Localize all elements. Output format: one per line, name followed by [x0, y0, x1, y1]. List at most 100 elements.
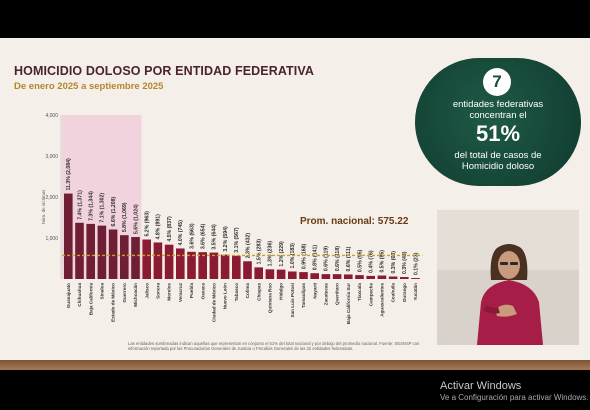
- bar-value-label: 4.8% (891): [156, 214, 162, 240]
- category-label: Tabasco: [234, 283, 239, 301]
- bar-value-label: 7.1% (1,302): [100, 193, 106, 223]
- category-label: Ciudad de México: [212, 283, 217, 322]
- badge-text-bottom: del total de casos de Homicidio doloso: [415, 150, 581, 172]
- category-label: Zacatecas: [324, 283, 329, 306]
- bar: [243, 261, 252, 279]
- bar-value-label: 0.6% (119): [324, 246, 330, 271]
- category-label: Morelos: [167, 283, 172, 301]
- bar-value-label: 3.1% (567): [234, 227, 240, 253]
- bar: [64, 193, 73, 279]
- bar-value-label: 7.4% (1,371): [77, 190, 83, 220]
- bar: [355, 275, 364, 279]
- bar-chart: 1,000 2,000 3,000 4,000 Núm. de víctimas 11.3…: [41, 113, 423, 324]
- bar: [276, 269, 286, 279]
- category-label: Chiapas: [256, 283, 261, 301]
- category-label: Nayarit: [312, 283, 317, 299]
- bar-value-label: 0.5% (95): [357, 249, 363, 272]
- category-label: Veracruz: [178, 282, 183, 302]
- category-label: Oaxaca: [200, 283, 205, 300]
- bar: [198, 252, 207, 279]
- badge-line: Homicidio doloso: [461, 161, 535, 172]
- category-label: Guanajuato: [66, 283, 71, 308]
- bar-value-label: 0.6% (111): [346, 246, 352, 271]
- bar: [108, 229, 118, 279]
- interpreter-figure: [437, 210, 579, 345]
- bar: [388, 276, 398, 279]
- bar: [220, 254, 230, 279]
- bar-value-label: 1.2% (229): [279, 241, 285, 267]
- bar: [187, 251, 196, 279]
- category-label: Michoacán: [133, 283, 138, 307]
- bar: [131, 237, 140, 279]
- badge-line: concentran el: [469, 110, 527, 121]
- bar-value-label: 7.3% (1,344): [89, 191, 95, 221]
- bar: [411, 278, 420, 279]
- bar: [321, 274, 331, 279]
- category-label: Durango: [402, 283, 407, 302]
- bar-value-label: 11.3% (2,084): [66, 158, 72, 191]
- bar-value-label: 0.8% (141): [313, 245, 319, 271]
- category-label: Guerrero: [122, 283, 127, 303]
- category-label: Campeche: [368, 283, 373, 307]
- badge-percent: 51%: [475, 121, 521, 146]
- windows-activation-title: Activar Windows: [440, 380, 522, 392]
- category-label: Tamaulipas: [301, 283, 306, 308]
- y-tick-label: 2,000: [45, 195, 58, 201]
- bar: [97, 225, 107, 279]
- bar-value-label: 4.5% (837): [167, 216, 173, 242]
- bar-value-label: 4.0% (745): [178, 220, 184, 246]
- category-label: Nuevo León: [223, 283, 228, 309]
- bar: [232, 255, 241, 279]
- category-label: Jalisco: [144, 283, 149, 299]
- bar: [332, 274, 342, 279]
- bar-value-label: 3.6% (663): [189, 223, 195, 249]
- bar: [209, 252, 219, 279]
- category-label: Estado de México: [111, 283, 116, 322]
- bar-value-label: 0.6% (118): [335, 246, 341, 271]
- bar: [377, 275, 387, 279]
- national-average-label: Prom. nacional: 575.22: [300, 216, 409, 227]
- bar-value-label: 0.3% (48): [402, 251, 408, 274]
- bar-value-label: 6.6% (1,208): [111, 196, 117, 226]
- bar-value-label: 5.6% (1,024): [133, 204, 139, 234]
- category-label: Sonora: [156, 283, 161, 299]
- bar: [344, 274, 353, 279]
- category-label: Yucatán: [413, 283, 418, 301]
- badge-number: 7: [483, 68, 511, 96]
- bar-value-label: 3.6% (654): [201, 224, 207, 250]
- bar: [86, 223, 95, 279]
- bar: [310, 273, 319, 279]
- bar-value-label: 0.1% (23): [413, 252, 419, 275]
- slide-footer-band: [0, 360, 590, 370]
- category-label: Puebla: [189, 283, 194, 299]
- bar-value-label: 5.2% (963): [145, 211, 151, 237]
- bar-value-label: 1.5% (283): [257, 239, 263, 265]
- badge-line: entidades federativas: [452, 99, 544, 110]
- bar: [176, 248, 185, 279]
- bar: [120, 235, 129, 279]
- bar-value-label: 0.9% (168): [301, 243, 307, 269]
- bar-value-label: 0.4% (76): [369, 250, 375, 273]
- category-label: Chihuahua: [77, 283, 82, 307]
- bar: [400, 277, 409, 279]
- category-label: Aguascalientes: [380, 283, 385, 317]
- bar: [366, 275, 375, 279]
- bar: [164, 244, 174, 279]
- category-label: San Luis Potosí: [290, 282, 295, 317]
- category-label: Colima: [245, 283, 250, 299]
- category-label: Quintana Roo: [268, 283, 273, 313]
- bar-value-label: 1.3% (236): [268, 241, 274, 267]
- chart-footnote: Las entidades sombreadas indican aquella…: [128, 341, 420, 351]
- bar-value-label: 0.3% (60): [391, 251, 397, 274]
- bar-value-label: 3.5% (644): [212, 224, 218, 250]
- bar-value-label: 0.5% (85): [380, 250, 386, 273]
- y-tick-label: 1,000: [45, 236, 58, 242]
- bar: [153, 242, 163, 279]
- windows-activation-subtitle: Ve a Configuración para activar Windows.: [440, 393, 589, 402]
- y-axis-label: Núm. de víctimas: [41, 189, 46, 225]
- bar-value-label: 3.2% (594): [223, 226, 229, 252]
- summary-badge: 7 entidades federativas concentran el 51…: [415, 58, 581, 186]
- category-label: Baja California Sur: [346, 283, 351, 324]
- chart-subtitle: De enero 2025 a septiembre 2025: [14, 81, 164, 92]
- badge-line: del total de casos de: [454, 150, 542, 161]
